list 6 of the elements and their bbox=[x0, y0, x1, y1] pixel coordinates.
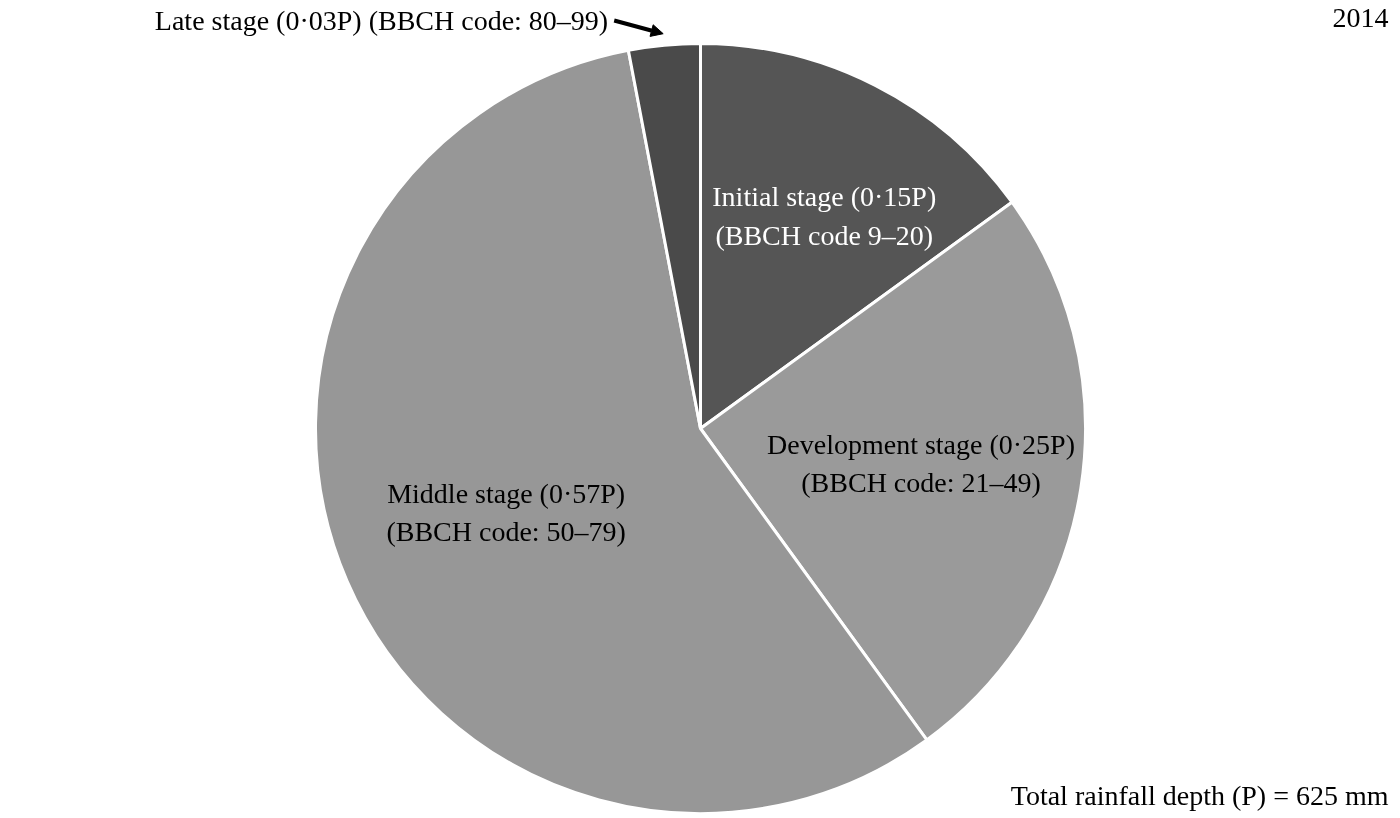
text: 2014 bbox=[1332, 1, 1389, 33]
slice-label: Middle stage (0·57P) (BBCH code: 50–79) bbox=[386, 477, 626, 548]
slice-label: Development stage (0·25P) (BBCH code: 21–49) bbox=[767, 428, 1076, 499]
slice-label: Initial stage (0·15P) (BBCH code 9–20) bbox=[712, 180, 937, 251]
text: Total rainfall depth (P) = 625 mm bbox=[1010, 779, 1389, 811]
slice-label: Late stage (0·03P) (BBCH code: 80–99) bbox=[154, 5, 609, 36]
